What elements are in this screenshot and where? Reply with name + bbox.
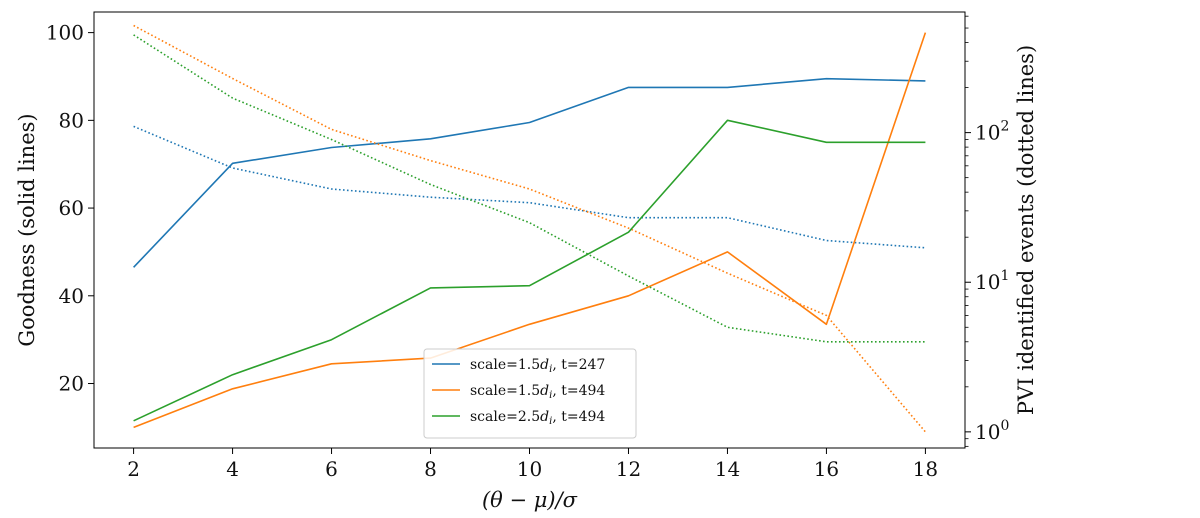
legend: scale=1.5di, t=247 scale=1.5di, t=494 scal…	[423, 348, 637, 439]
x-tick-label: 8	[424, 457, 437, 481]
left-axis-label: Goodness (solid lines)	[15, 113, 39, 346]
x-tick-label: 10	[517, 457, 542, 481]
series-2-events-line	[133, 24, 927, 433]
legend-label-3: scale=2.5di, t=494	[470, 409, 605, 427]
legend-label-2: scale=1.5di, t=494	[470, 383, 605, 401]
legend-label-1: scale=1.5di, t=247	[470, 357, 605, 375]
left-tick-label: 80	[59, 108, 84, 132]
x-tick-label: 6	[325, 457, 338, 481]
left-tick-label: 60	[59, 196, 84, 220]
x-tick-label: 18	[913, 457, 938, 481]
x-tick-label: 2	[127, 457, 140, 481]
right-tick-label: 100	[975, 418, 1009, 444]
x-tick-label: 16	[814, 457, 839, 481]
axes-layer: 2 4 6 8 10 12 14 16 18 20 40 60 80 100 100 101 102	[46, 15, 1009, 481]
series-3-events-line	[133, 34, 926, 343]
x-tick-label: 12	[616, 457, 641, 481]
series-2-goodness-line	[133, 32, 927, 429]
x-tick-label: 4	[226, 457, 239, 481]
left-tick-label: 100	[46, 21, 84, 45]
series-1-goodness-line	[133, 77, 926, 268]
left-tick-label: 20	[59, 372, 84, 396]
x-axis-label: (θ − μ)/σ	[482, 488, 578, 512]
right-axis-label: PVI identified events (dotted lines)	[1014, 45, 1038, 415]
legend-box	[423, 348, 637, 439]
right-tick-label: 102	[975, 119, 1009, 145]
series-1-events-line	[133, 125, 926, 249]
x-tick-label: 14	[715, 457, 740, 481]
right-tick-label: 101	[975, 268, 1009, 294]
left-tick-label: 40	[59, 284, 84, 308]
series-layer	[133, 24, 927, 433]
series-3-goodness-line	[133, 119, 926, 422]
